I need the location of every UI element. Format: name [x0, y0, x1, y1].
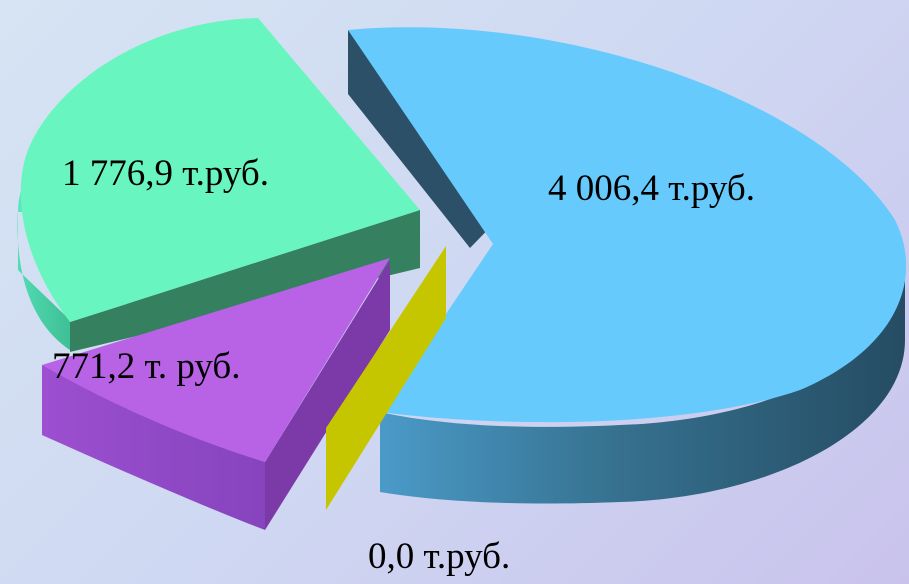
slice-2-label: 771,2 т. руб. [52, 346, 241, 387]
slice-3-label: 0,0 т.руб. [368, 536, 511, 577]
slice-1-label: 1 776,9 т.руб. [62, 153, 269, 194]
slice-0 [348, 27, 907, 504]
slice-1 [17, 18, 421, 352]
slice-2 [42, 258, 390, 530]
slice-3 [326, 246, 446, 510]
slice-0-label: 4 006,4 т.руб. [548, 168, 755, 209]
